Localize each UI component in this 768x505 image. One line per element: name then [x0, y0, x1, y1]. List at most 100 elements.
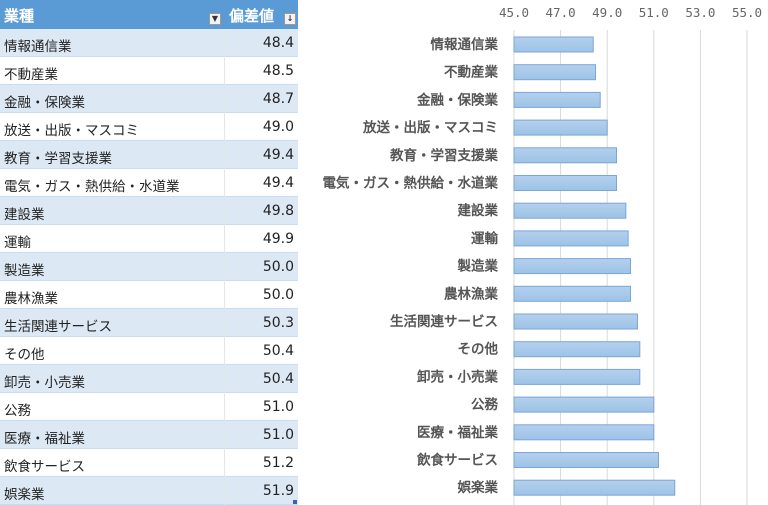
table-resize-handle[interactable]: [293, 500, 297, 504]
score-cell[interactable]: 49.8: [262, 203, 294, 219]
bar[interactable]: [513, 368, 641, 385]
industry-cell[interactable]: 運輸: [4, 235, 31, 251]
industry-cell[interactable]: その他: [4, 347, 45, 363]
column-divider: [224, 449, 225, 477]
category-label: 公務: [471, 396, 498, 413]
industry-cell[interactable]: 建設業: [4, 207, 45, 223]
category-label: 製造業: [457, 258, 499, 275]
industry-cell[interactable]: 不動産業: [4, 67, 58, 83]
category-label: 卸売・小売業: [417, 368, 498, 385]
filter-icon[interactable]: ▼: [209, 13, 221, 25]
table-row[interactable]: 教育・学習支援業 49.4: [0, 141, 298, 169]
x-tick-label: 49.0: [592, 5, 622, 20]
column-divider: [224, 197, 225, 225]
score-cell[interactable]: 49.9: [262, 231, 294, 247]
score-cell[interactable]: 48.4: [262, 35, 294, 51]
industry-cell[interactable]: 金融・保険業: [4, 95, 85, 111]
table-header: 業種 ▼ 偏差値 ↓: [0, 0, 298, 29]
bar[interactable]: [513, 424, 655, 441]
column-divider: [224, 57, 225, 85]
score-cell[interactable]: 49.0: [262, 119, 294, 135]
industry-cell[interactable]: 公務: [4, 403, 31, 419]
industry-cell[interactable]: 電気・ガス・熱供給・水道業: [4, 179, 180, 195]
bar[interactable]: [513, 64, 597, 81]
category-label: 金融・保険業: [416, 91, 498, 108]
bar[interactable]: [513, 396, 655, 413]
table-row[interactable]: 運輸 49.9: [0, 225, 298, 253]
table-row[interactable]: 公務 51.0: [0, 393, 298, 421]
industry-cell[interactable]: 飲食サービス: [4, 459, 85, 475]
bar[interactable]: [513, 119, 608, 136]
column-divider: [224, 141, 225, 169]
header-industry[interactable]: 業種: [4, 7, 35, 25]
column-divider: [224, 253, 225, 281]
industry-cell[interactable]: 農林漁業: [4, 291, 58, 307]
industry-cell[interactable]: 製造業: [4, 263, 45, 279]
table-row[interactable]: 建設業 49.8: [0, 197, 298, 225]
score-cell[interactable]: 48.7: [262, 91, 294, 107]
industry-cell[interactable]: 医療・福祉業: [4, 431, 85, 447]
industry-cell[interactable]: 生活関連サービス: [4, 319, 112, 335]
score-cell[interactable]: 51.2: [262, 455, 294, 471]
table-row[interactable]: 電気・ガス・熱供給・水道業 49.4: [0, 169, 298, 197]
table-row[interactable]: 生活関連サービス 50.3: [0, 309, 298, 337]
table-row[interactable]: 製造業 50.0: [0, 253, 298, 281]
score-cell[interactable]: 49.4: [262, 147, 294, 163]
x-tick-label: 45.0: [499, 5, 529, 20]
bar[interactable]: [513, 175, 618, 191]
column-divider: [224, 29, 225, 57]
score-cell[interactable]: 49.4: [262, 175, 294, 191]
bar[interactable]: [513, 36, 594, 53]
table-row[interactable]: 卸売・小売業 50.4: [0, 365, 298, 393]
bar[interactable]: [513, 479, 676, 496]
table-row[interactable]: 情報通信業 48.4: [0, 29, 298, 57]
table-row[interactable]: 金融・保険業 48.7: [0, 85, 298, 113]
bar[interactable]: [513, 91, 601, 108]
industry-cell[interactable]: 娯楽業: [4, 487, 45, 503]
bar[interactable]: [513, 452, 659, 468]
score-cell[interactable]: 50.3: [262, 315, 294, 331]
table-row[interactable]: その他 50.4: [0, 337, 298, 365]
column-divider: [224, 113, 225, 141]
industry-cell[interactable]: 教育・学習支援業: [4, 151, 112, 167]
industry-cell[interactable]: 情報通信業: [4, 39, 72, 55]
column-divider: [224, 309, 225, 337]
table-row[interactable]: 農林漁業 50.0: [0, 281, 298, 309]
industry-cell[interactable]: 卸売・小売業: [4, 375, 85, 391]
score-cell[interactable]: 50.4: [262, 371, 294, 387]
category-label: 生活関連サービス: [390, 313, 498, 330]
category-label: 建設業: [457, 202, 499, 219]
header-score[interactable]: 偏差値: [229, 7, 275, 25]
score-cell[interactable]: 51.0: [262, 399, 294, 415]
x-tick-label: 53.0: [685, 5, 715, 20]
bar[interactable]: [513, 258, 631, 275]
bar[interactable]: [513, 230, 629, 247]
bar[interactable]: [513, 202, 627, 219]
score-cell[interactable]: 50.4: [262, 343, 294, 359]
sort-icon[interactable]: ↓: [284, 13, 296, 25]
bar[interactable]: [513, 313, 638, 330]
category-label: 電気・ガス・熱供給・水道業: [323, 175, 499, 192]
category-label: その他: [458, 341, 499, 358]
table-row[interactable]: 放送・出版・マスコミ 49.0: [0, 113, 298, 141]
table-row[interactable]: 不動産業 48.5: [0, 57, 298, 85]
bar[interactable]: [513, 285, 631, 302]
bar[interactable]: [513, 147, 618, 164]
score-cell[interactable]: 51.9: [262, 483, 294, 499]
table-row[interactable]: 飲食サービス 51.2: [0, 449, 298, 477]
column-divider: [224, 281, 225, 309]
column-divider: [224, 393, 225, 421]
category-label: 放送・出版・マスコミ: [362, 119, 498, 136]
x-tick-label: 55.0: [732, 5, 762, 20]
category-label: 教育・学習支援業: [390, 147, 498, 164]
industry-cell[interactable]: 放送・出版・マスコミ: [4, 123, 139, 139]
score-cell[interactable]: 48.5: [262, 63, 294, 79]
x-tick-label: 51.0: [639, 5, 669, 20]
category-label: 情報通信業: [431, 36, 499, 53]
score-cell[interactable]: 50.0: [262, 287, 294, 303]
table-row[interactable]: 医療・福祉業 51.0: [0, 421, 298, 449]
score-cell[interactable]: 50.0: [262, 259, 294, 275]
score-cell[interactable]: 51.0: [262, 427, 294, 443]
bar[interactable]: [513, 341, 641, 358]
